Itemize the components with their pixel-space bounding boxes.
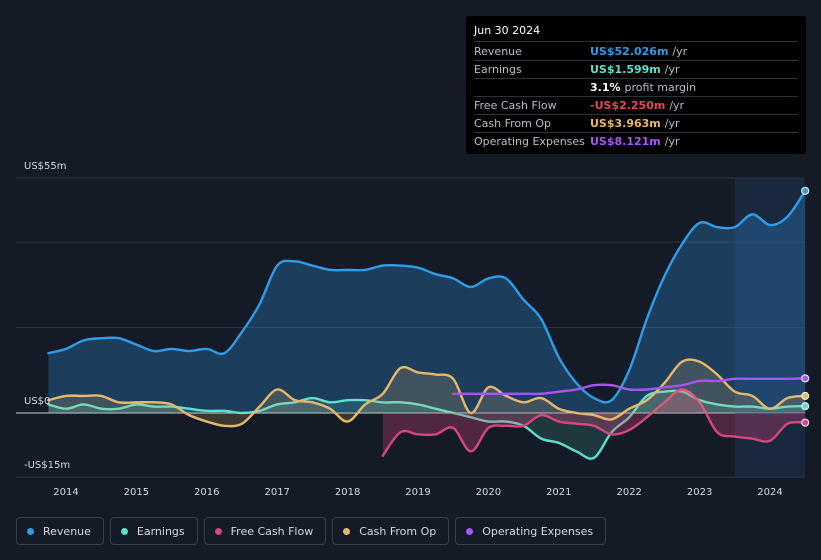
tooltip-label: Operating Expenses (474, 135, 585, 148)
cash-from-op-end-marker (801, 391, 810, 400)
tooltip-value: 3.1% (590, 81, 621, 94)
revenue-end-marker (801, 186, 810, 195)
tooltip-row: Operating Expenses US$8.121m/yr (474, 133, 798, 150)
tooltip-unit: /yr (664, 63, 680, 76)
grid (16, 177, 805, 478)
legend-item-cash-from-op[interactable]: Cash From Op (332, 517, 450, 545)
tooltip-label: Free Cash Flow (474, 99, 557, 112)
tooltip-label: Revenue (474, 45, 522, 58)
tooltip-label (474, 79, 590, 96)
series-layer (47, 189, 807, 460)
tooltip: Jun 30 2024 Revenue US$52.026m/yr Earnings… (466, 16, 806, 154)
operating-expenses-end-marker (801, 374, 810, 383)
tooltip-label: Earnings (474, 63, 522, 76)
legend-label: Earnings (136, 524, 185, 538)
tooltip-row: Revenue US$52.026m/yr (474, 43, 798, 61)
tooltip-value: US$3.963m (590, 117, 661, 130)
tooltip-value: US$8.121m (590, 135, 661, 148)
x-axis-label: 2024 (757, 487, 782, 498)
x-axis-label: 2017 (264, 487, 289, 498)
tooltip-row: Earnings US$1.599m/yr (474, 61, 798, 79)
legend-item-operating-expenses[interactable]: Operating Expenses (455, 517, 607, 545)
cash-from-op-area (48, 359, 806, 427)
legend-dot-icon (343, 527, 351, 535)
x-axis-label: 2023 (687, 487, 712, 498)
tooltip-unit: profit margin (624, 81, 697, 94)
tooltip-row: 3.1% profit margin (474, 79, 798, 97)
tooltip-date: Jun 30 2024 (474, 23, 798, 42)
tooltip-unit: /yr (664, 117, 680, 130)
forecast-highlight (734, 178, 805, 478)
y-axis-label: US$0 (24, 396, 50, 407)
x-axis-label: 2016 (194, 487, 219, 498)
free-cash-flow-area (382, 389, 806, 456)
tooltip-row: Free Cash Flow -US$2.250m/yr (474, 97, 798, 115)
x-axis-label: 2014 (53, 487, 78, 498)
tooltip-unit: /yr (669, 99, 685, 112)
x-axis-label: 2019 (405, 487, 430, 498)
legend-item-earnings[interactable]: Earnings (109, 517, 198, 545)
tooltip-label: Cash From Op (474, 117, 552, 130)
legend-label: Operating Expenses (482, 524, 594, 538)
y-axis-label: -US$15m (24, 460, 70, 471)
legend-dot-icon (214, 527, 222, 535)
legend-label: Cash From Op (359, 524, 437, 538)
x-axis-label: 2018 (335, 487, 360, 498)
revenue-area (48, 190, 806, 413)
tooltip-row: Cash From Op US$3.963m/yr (474, 115, 798, 133)
legend-dot-icon (120, 527, 128, 535)
y-axis-labels: US$55m US$0 -US$15m (24, 161, 70, 471)
x-axis-labels: 2014 2015 2016 2017 2018 2019 2020 2021 2022 2023… (53, 487, 782, 498)
free-cash-flow-end-marker (801, 418, 810, 427)
legend-dot-icon (27, 527, 34, 535)
legend-item-revenue[interactable]: Revenue (16, 517, 104, 545)
x-axis-label: 2021 (546, 487, 571, 498)
legend-label: Free Cash Flow (230, 524, 314, 538)
tooltip-unit: /yr (672, 45, 688, 58)
legend-item-free-cash-flow[interactable]: Free Cash Flow (203, 517, 327, 545)
end-markers (801, 186, 810, 427)
x-axis-label: 2015 (124, 487, 149, 498)
cash-from-op-line (47, 358, 807, 428)
tooltip-value: US$1.599m (590, 63, 661, 76)
tooltip-unit: /yr (664, 135, 680, 148)
free-cash-flow-line (381, 388, 807, 457)
legend-dot-icon (466, 527, 474, 535)
earnings-end-marker (801, 402, 810, 411)
earnings-line (47, 389, 807, 460)
operating-expenses-line (452, 377, 807, 396)
x-axis-label: 2022 (616, 487, 641, 498)
tooltip-value: US$52.026m (590, 45, 669, 58)
x-axis-label: 2020 (476, 487, 501, 498)
y-axis-label: US$55m (24, 161, 67, 172)
tooltip-value: -US$2.250m (590, 99, 666, 112)
legend: Revenue Earnings Free Cash Flow Cash From O… (16, 517, 607, 545)
revenue-line (47, 189, 807, 404)
legend-label: Revenue (43, 524, 91, 538)
